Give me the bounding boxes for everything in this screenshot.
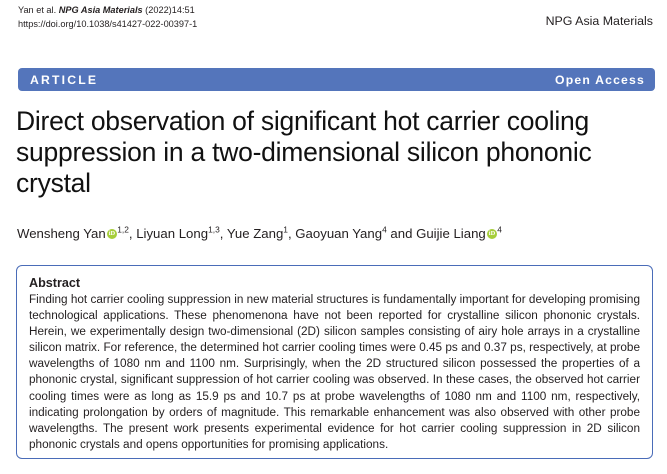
author-affiliation-marker: 1,3 — [208, 224, 220, 235]
author-separator: and — [386, 226, 417, 241]
author-affiliation-marker: 4 — [497, 224, 502, 235]
author-affiliation-marker: 4 — [382, 224, 387, 235]
author-name: Yue Zang — [226, 226, 284, 241]
orcid-icon[interactable] — [106, 228, 118, 239]
author-separator: , — [219, 226, 227, 241]
abstract-body: Finding hot carrier cooling suppression … — [29, 293, 640, 451]
page-title: Direct observation of significant hot ca… — [16, 106, 592, 198]
running-head: Yan et al. NPG Asia Materials (2022)14:5… — [0, 0, 667, 58]
author-separator: , — [287, 226, 296, 241]
abstract-box: Abstract Finding hot carrier cooling sup… — [16, 265, 653, 459]
author-name: Liyuan Long — [136, 226, 209, 241]
author-list: Wensheng Yan 1,2, Liyuan Long1,3, Yue Zan… — [17, 225, 657, 242]
author-separator: , — [128, 226, 137, 241]
author-affiliation-marker: 1 — [283, 224, 288, 235]
citation-volume: (2022)14:51 — [142, 5, 195, 15]
author-name: Wensheng Yan — [17, 226, 106, 241]
author-affiliation-marker: 1,2 — [117, 224, 129, 235]
open-access-label: Open Access — [555, 72, 645, 87]
journal-title-right: NPG Asia Materials — [545, 14, 653, 28]
author-name: Gaoyuan Yang — [295, 226, 383, 241]
article-type-bar: ARTICLE Open Access — [18, 68, 655, 91]
orcid-icon[interactable] — [486, 228, 498, 239]
running-head-left: Yan et al. NPG Asia Materials (2022)14:5… — [18, 4, 197, 31]
citation-authors: Yan et al. — [18, 5, 59, 15]
journal-name: NPG Asia Materials — [58, 5, 143, 15]
author-name: Guijie Liang — [416, 226, 486, 241]
doi-link[interactable]: https://doi.org/10.1038/s41427-022-00397… — [18, 18, 198, 29]
citation-line: Yan et al. NPG Asia Materials (2022)14:5… — [18, 4, 197, 18]
article-label: ARTICLE — [30, 72, 99, 87]
abstract-heading: Abstract — [29, 276, 81, 290]
